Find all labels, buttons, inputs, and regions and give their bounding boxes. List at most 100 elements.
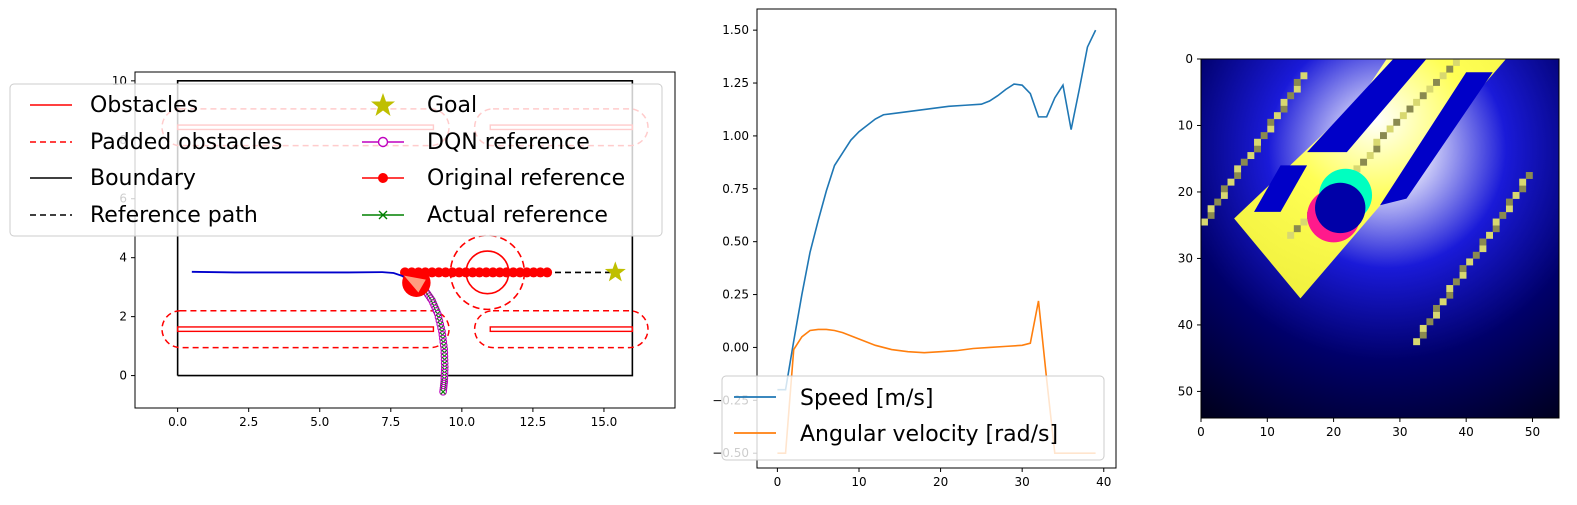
heatmap-wall-cell (1433, 311, 1440, 319)
heatmap-wall-cell (1399, 112, 1407, 120)
heatmap-wall-cell (1492, 225, 1500, 233)
heatmap-wall-cell (1287, 231, 1295, 239)
legend-goal-star (371, 93, 395, 116)
legend-padded-label: Padded obstacles (90, 130, 282, 155)
heatmap-wall-cell (1293, 225, 1301, 233)
legend-actual-marker (378, 210, 388, 220)
heatmap-wall-cell (1201, 218, 1208, 226)
velocity-xtick-label: 10 (851, 475, 866, 489)
legend-goal-label: Goal (427, 93, 477, 118)
speed-line (777, 29, 1097, 391)
original-reference-point (542, 267, 553, 278)
legend-dqn-marker (377, 136, 389, 148)
heatmap-wall-cell (1512, 191, 1520, 199)
heatmap-wall-cell (1505, 205, 1513, 213)
velocity-ytick-label: 0.00 (722, 340, 749, 354)
velocity-ytick-label: 0.50 (722, 235, 749, 249)
heatmap-panel: 0 10 20 30 40 50 0 10 20 30 40 50 (1178, 52, 1560, 439)
padded-obstacle-0 (161, 309, 450, 349)
heatmap-frame (1200, 58, 1560, 419)
heatmap-ticks: 0 10 20 30 40 50 0 10 20 30 40 50 (1178, 52, 1540, 439)
heatmap-wall-cell (1419, 331, 1427, 339)
velocity-ytick-label: 1.00 (722, 129, 749, 143)
heatmap-wall-cell (1360, 158, 1368, 166)
heatmap-wall-cell (1459, 265, 1467, 273)
obstacle-0 (176, 326, 435, 333)
legend-boundary-label: Boundary (90, 166, 196, 191)
heatmap-wall-cell (1207, 205, 1215, 213)
heatmap-xtick-label: 10 (1260, 425, 1275, 439)
heatmap-ytick-label: 0 (1185, 52, 1193, 66)
heatmap-wall-cell (1486, 231, 1494, 239)
heatmap-wall-cell (1240, 158, 1248, 166)
map-xtick-label: 7.5 (381, 415, 400, 429)
actual-reference-point (440, 389, 446, 395)
legend-dqn-label: DQN reference (427, 130, 590, 155)
heatmap-wall-cell (1254, 138, 1261, 146)
heatmap-wall-cell (1234, 172, 1242, 179)
heatmap-xtick-label: 50 (1525, 425, 1540, 439)
heatmap-wall-cell (1426, 85, 1434, 93)
heatmap-xtick-label: 30 (1392, 425, 1407, 439)
velocity-ytick-label: 1.25 (722, 76, 749, 90)
obstacle-1 (489, 326, 634, 333)
heatmap-wall-cell (1446, 285, 1454, 292)
map-xtick-label: 0.0 (168, 415, 187, 429)
map-ytick-label: 0 (119, 369, 127, 383)
legend-refpath-label: Reference path (90, 203, 258, 228)
heatmap-xtick-label: 40 (1459, 425, 1474, 439)
heatmap-wall-cell (1380, 132, 1387, 140)
map-xtick-label: 12.5 (520, 415, 547, 429)
heatmap-wall-cell (1525, 172, 1533, 179)
heatmap-wall-cell (1207, 211, 1215, 219)
velocity-ytick-label: 0.75 (722, 182, 749, 196)
legend-actual-label: Actual reference (427, 203, 608, 228)
legend-original-label: Original reference (427, 166, 625, 191)
padded-obstacle-1 (473, 309, 649, 349)
heatmap-wall-cell (1426, 318, 1434, 326)
heatmap-wall-cell (1492, 218, 1500, 226)
heatmap-wall-cell (1519, 178, 1527, 186)
heatmap-wall-cell (1280, 105, 1288, 113)
heatmap-wall-cell (1267, 118, 1275, 126)
velocity-legend-box (721, 375, 1105, 461)
heatmap-wall-cell (1254, 145, 1261, 153)
heatmap-ytick-label: 10 (1178, 118, 1193, 132)
heatmap-obstacle-stripe-0 (1307, 59, 1427, 153)
heatmap-obstacle-stripe-1 (1380, 72, 1493, 206)
map-legend: Obstacles Padded obstacles Boundary Refe… (9, 83, 663, 237)
heatmap-wall-cell (1446, 291, 1454, 299)
velocity-ytick-label: 1.50 (722, 23, 749, 37)
heatmap-ytick-label: 50 (1178, 384, 1193, 398)
heatmap-wall-cell (1419, 92, 1427, 100)
velocity-legend: Speed [m/s] Angular velocity [rad/s] (721, 375, 1105, 461)
heatmap-wall-cell (1446, 65, 1454, 73)
heatmap-wall-cell (1293, 85, 1301, 93)
heatmap-wall-cell (1300, 218, 1308, 226)
heatmap-wall-cell (1419, 324, 1427, 332)
heatmap-wall-cell (1433, 304, 1440, 312)
heatmap-wall-cell (1519, 185, 1527, 193)
trajectory-line (191, 270, 412, 283)
map-xtick-label: 2.5 (239, 415, 258, 429)
heatmap-wall-cell (1452, 278, 1460, 286)
heatmap-wall-cell (1499, 211, 1507, 219)
heatmap-wall-cell (1439, 298, 1447, 306)
heatmap-wall-cell (1220, 185, 1228, 193)
heatmap-xtick-label: 0 (1197, 425, 1205, 439)
legend-obstacles-label: Obstacles (90, 93, 198, 118)
heatmap-wall-cell (1366, 152, 1374, 160)
heatmap-wall-cell (1260, 132, 1268, 140)
heatmap-ytick-label: 40 (1178, 318, 1193, 332)
map-xtick-label: 15.0 (591, 415, 618, 429)
heatmap-wall-cell (1373, 145, 1381, 153)
velocity-xtick-label: 20 (933, 475, 948, 489)
heatmap-wall-cell (1433, 78, 1440, 86)
heatmap-wall-cell (1452, 59, 1460, 66)
legend-speed-label: Speed [m/s] (800, 386, 933, 411)
heatmap-wall-cell (1273, 112, 1281, 120)
map-xtick-label: 10.0 (448, 415, 475, 429)
heatmap-wall-cell (1479, 238, 1487, 246)
heatmap-wall-cell (1214, 198, 1222, 206)
